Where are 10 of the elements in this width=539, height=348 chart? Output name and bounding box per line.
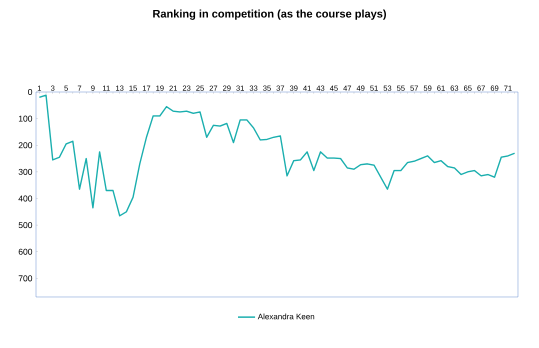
chart-title: Ranking in competition (as the course plays) bbox=[153, 10, 386, 20]
legend-label: Alexandra Keen bbox=[258, 313, 314, 320]
y-tick-label: 200 bbox=[18, 142, 32, 148]
y-tick-label: 700 bbox=[18, 275, 32, 282]
y-tick-label: 300 bbox=[18, 168, 32, 175]
y-tick-label: 400 bbox=[18, 195, 32, 202]
y-tick-label: 100 bbox=[18, 116, 32, 122]
y-tick-label: 500 bbox=[18, 222, 32, 228]
y-tick-label: 0 bbox=[28, 89, 32, 96]
y-tick-label: 600 bbox=[18, 248, 32, 255]
